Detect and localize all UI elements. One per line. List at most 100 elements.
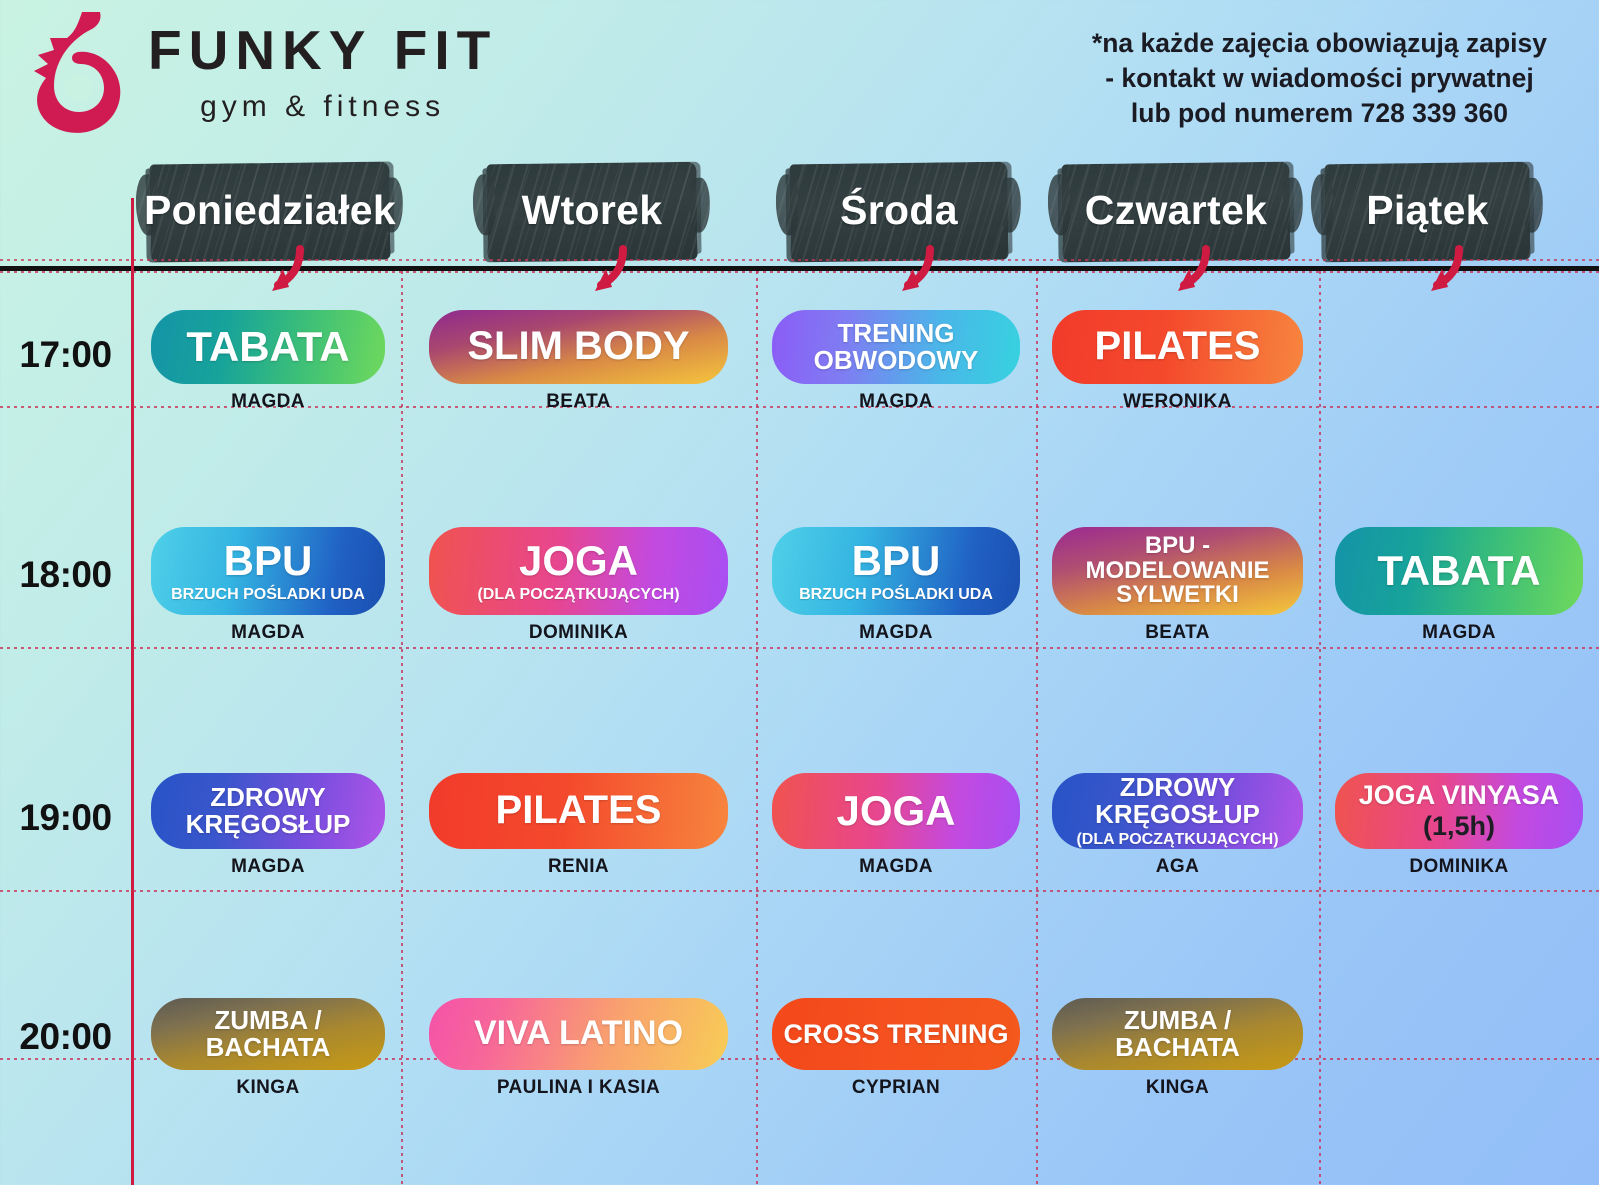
class-card[interactable]: TABATA: [151, 310, 385, 384]
class-card[interactable]: PILATES: [1052, 310, 1303, 384]
pointer-arrow-icon: [256, 243, 308, 299]
day-header-2: Wtorek: [486, 155, 698, 265]
grid-vline-4: [1319, 271, 1321, 1185]
class-instructor: MAGDA: [859, 391, 933, 412]
class-card[interactable]: BPU BRZUCH POŚLADKI UDA: [151, 527, 385, 615]
class-cell[interactable]: PILATES WERONIKA: [1052, 310, 1303, 413]
class-title: BPU: [851, 536, 941, 584]
day-header-label: Wtorek: [521, 186, 663, 233]
class-title: BPU - MODELOWANIE SYLWETKI: [1085, 531, 1270, 609]
header-divider-rule: [0, 266, 1599, 271]
class-cell[interactable]: ZDROWY KRĘGOSŁUP MAGDA: [151, 773, 385, 878]
brand-tagline: gym & fitness: [200, 89, 446, 123]
class-title: PILATES: [1094, 324, 1261, 369]
grid-vline-2: [756, 271, 758, 1185]
header-dotted-rule: [0, 259, 1599, 261]
class-instructor: RENIA: [547, 856, 610, 877]
class-instructor: AGA: [1155, 856, 1200, 877]
class-cell[interactable]: BPU BRZUCH POŚLADKI UDA MAGDA: [151, 527, 385, 644]
class-subtitle: BRZUCH POŚLADKI UDA: [171, 585, 365, 603]
class-card[interactable]: JOGA: [772, 773, 1020, 849]
day-header-1: Poniedziałek: [144, 155, 396, 265]
signup-note-line-2: - kontakt w wiadomości prywatnej: [1105, 63, 1534, 94]
time-label-1900: 19:00: [19, 797, 112, 838]
class-instructor: KINGA: [236, 1077, 300, 1098]
class-title: TRENING OBWODOWY: [813, 317, 979, 375]
class-instructor: MAGDA: [1422, 622, 1496, 643]
class-card[interactable]: VIVA LATINO: [429, 998, 728, 1070]
class-cell[interactable]: CROSS TRENING CYPRIAN: [772, 998, 1020, 1099]
class-subtitle: (DLA POCZĄTKUJĄCYCH): [1076, 830, 1279, 848]
funky-fit-logo-icon: [18, 8, 136, 138]
class-card[interactable]: ZDROWY KRĘGOSŁUP (DLA POCZĄTKUJĄCYCH): [1052, 773, 1303, 849]
time-column-divider: [131, 198, 134, 1185]
class-cell[interactable]: JOGA (DLA POCZĄTKUJĄCYCH) DOMINIKA: [429, 527, 728, 644]
class-title: ZUMBA / BACHATA: [1115, 1004, 1240, 1062]
day-header-3: Środa: [789, 155, 1009, 265]
class-cell[interactable]: ZUMBA / BACHATA KINGA: [151, 998, 385, 1099]
class-cell[interactable]: JOGA MAGDA: [772, 773, 1020, 878]
class-instructor: MAGDA: [231, 622, 305, 643]
class-title: ZUMBA / BACHATA: [205, 1004, 331, 1062]
class-instructor: MAGDA: [859, 856, 933, 877]
brand-logo: FUNKY FIT gym & fitness: [18, 8, 497, 138]
grid-hline-2: [0, 406, 1599, 408]
class-title: BPU: [223, 536, 313, 584]
class-cell[interactable]: VIVA LATINO PAULINA I KASIA: [429, 998, 728, 1099]
class-cell[interactable]: PILATES RENIA: [429, 773, 728, 878]
class-title: ZDROWY KRĘGOSŁUP: [1095, 773, 1260, 829]
grid-hline-1: [0, 271, 1599, 273]
class-card[interactable]: ZUMBA / BACHATA: [151, 998, 385, 1070]
class-cell[interactable]: BPU BRZUCH POŚLADKI UDA MAGDA: [772, 527, 1020, 644]
class-instructor: MAGDA: [859, 622, 933, 643]
brand-name: FUNKY FIT: [148, 18, 498, 81]
class-title: CROSS TRENING: [783, 1018, 1009, 1049]
class-title: JOGA: [518, 536, 639, 584]
class-card[interactable]: JOGA VINYASA (1,5h): [1335, 773, 1583, 849]
class-card[interactable]: ZUMBA / BACHATA: [1052, 998, 1303, 1070]
class-card[interactable]: CROSS TRENING: [772, 998, 1020, 1070]
class-title: SLIM BODY: [467, 324, 690, 369]
day-header-label: Czwartek: [1084, 186, 1268, 233]
class-card[interactable]: SLIM BODY: [429, 310, 728, 384]
class-card[interactable]: BPU - MODELOWANIE SYLWETKI: [1052, 527, 1303, 615]
grid-vline-1: [401, 271, 403, 1185]
class-card[interactable]: TRENING OBWODOWY: [772, 310, 1020, 384]
class-instructor: MAGDA: [231, 856, 305, 877]
class-cell[interactable]: TABATA MAGDA: [151, 310, 385, 413]
pointer-arrow-icon: [1162, 243, 1214, 299]
class-title: JOGA VINYASA: [1358, 779, 1560, 810]
class-instructor: CYPRIAN: [851, 1077, 941, 1098]
signup-note: *na każde zajęcia obowiązują zapisy - ko…: [1092, 26, 1547, 132]
class-instructor: MAGDA: [231, 391, 305, 412]
class-cell[interactable]: JOGA VINYASA (1,5h) DOMINIKA: [1335, 773, 1583, 878]
class-card[interactable]: TABATA: [1335, 527, 1583, 615]
time-label-1700: 17:00: [19, 334, 112, 375]
pointer-arrow-icon: [579, 243, 631, 299]
class-subtitle: (DLA POCZĄTKUJĄCYCH): [477, 585, 680, 603]
class-title: ZDROWY KRĘGOSŁUP: [185, 781, 351, 839]
class-cell[interactable]: BPU - MODELOWANIE SYLWETKI BEATA: [1052, 527, 1303, 644]
class-title: TABATA: [1377, 547, 1541, 595]
header-bar: FUNKY FIT gym & fitness *na każde zajęci…: [0, 0, 1599, 150]
class-instructor: BEATA: [546, 391, 611, 412]
class-card[interactable]: JOGA (DLA POCZĄTKUJĄCYCH): [429, 527, 728, 615]
class-cell[interactable]: SLIM BODY BEATA: [429, 310, 728, 413]
class-cell[interactable]: TABATA MAGDA: [1335, 527, 1583, 644]
class-card[interactable]: BPU BRZUCH POŚLADKI UDA: [772, 527, 1020, 615]
class-card[interactable]: PILATES: [429, 773, 728, 849]
signup-note-line-3: lub pod numerem 728 339 360: [1130, 98, 1508, 129]
day-header-label: Środa: [840, 186, 958, 233]
pointer-arrow-icon: [886, 243, 938, 299]
class-card[interactable]: ZDROWY KRĘGOSŁUP: [151, 773, 385, 849]
class-title: TABATA: [186, 323, 350, 371]
class-title: VIVA LATINO: [473, 1014, 684, 1053]
grid-vline-3: [1036, 271, 1038, 1185]
class-cell[interactable]: TRENING OBWODOWY MAGDA: [772, 310, 1020, 413]
class-instructor: BEATA: [1145, 622, 1210, 643]
time-label-1800: 18:00: [19, 554, 112, 595]
class-cell[interactable]: ZUMBA / BACHATA KINGA: [1052, 998, 1303, 1099]
class-subtitle: BRZUCH POŚLADKI UDA: [799, 585, 993, 603]
class-cell[interactable]: ZDROWY KRĘGOSŁUP (DLA POCZĄTKUJĄCYCH) AGA: [1052, 773, 1303, 878]
day-header-label: Piątek: [1366, 186, 1489, 233]
